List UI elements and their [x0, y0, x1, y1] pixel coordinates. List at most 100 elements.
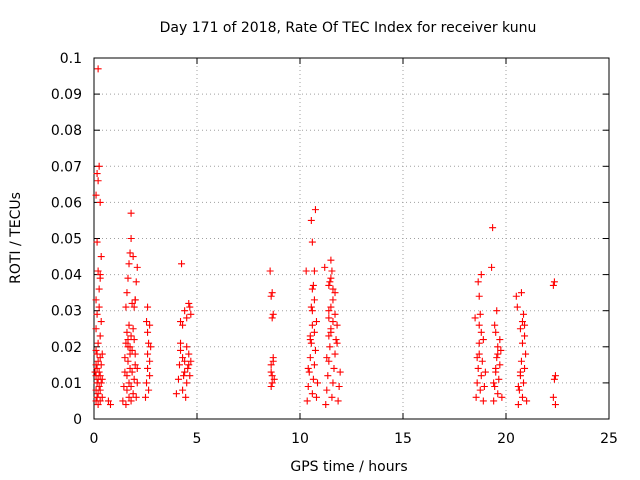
data-point — [493, 307, 501, 315]
data-point — [497, 346, 505, 354]
data-point — [96, 397, 104, 405]
data-point — [477, 372, 485, 380]
data-point — [92, 325, 100, 333]
x-tick-label: 25 — [600, 431, 618, 447]
data-point — [179, 321, 187, 329]
data-point — [481, 368, 489, 376]
data-point — [474, 364, 482, 372]
data-point — [96, 198, 104, 206]
data-point — [123, 372, 131, 380]
data-point — [94, 357, 102, 365]
data-point — [179, 354, 187, 362]
data-point — [305, 368, 313, 376]
data-point — [329, 318, 337, 326]
data-point — [551, 372, 559, 380]
data-point — [333, 339, 341, 347]
data-point — [471, 314, 479, 322]
data-point — [126, 249, 134, 257]
data-point — [494, 390, 502, 398]
data-point — [94, 177, 102, 185]
data-point — [182, 393, 190, 401]
data-point — [311, 346, 319, 354]
data-point — [331, 289, 339, 297]
data-point — [321, 263, 329, 271]
data-point — [147, 343, 155, 351]
data-point — [185, 299, 193, 307]
data-point — [123, 386, 131, 394]
data-point — [97, 253, 105, 261]
data-point — [270, 375, 278, 383]
data-point — [121, 368, 129, 376]
data-point — [175, 361, 183, 369]
data-point — [329, 379, 337, 387]
data-point — [327, 256, 335, 264]
data-point — [266, 267, 274, 275]
data-point — [129, 325, 137, 333]
data-point — [473, 354, 481, 362]
data-point — [325, 307, 333, 315]
data-point — [104, 397, 112, 405]
data-point — [516, 368, 524, 376]
data-point — [267, 361, 275, 369]
data-point — [144, 303, 152, 311]
data-point — [184, 364, 192, 372]
y-tick-label: 0.09 — [51, 87, 82, 103]
data-point — [143, 379, 151, 387]
data-point — [268, 289, 276, 297]
data-point — [133, 364, 141, 372]
data-point — [549, 393, 557, 401]
y-tick-label: 0.05 — [51, 232, 82, 248]
y-tick-label: 0 — [73, 412, 82, 428]
y-tick-label: 0.08 — [51, 123, 82, 139]
data-point — [308, 238, 316, 246]
data-point — [128, 346, 136, 354]
data-point — [551, 401, 559, 409]
data-point — [304, 383, 312, 391]
data-point — [172, 390, 180, 398]
data-point — [96, 271, 104, 279]
data-point — [323, 386, 331, 394]
data-point — [126, 364, 134, 372]
data-point — [330, 364, 338, 372]
data-point — [517, 357, 525, 365]
data-point — [92, 191, 100, 199]
data-point — [521, 332, 529, 340]
data-point — [92, 346, 100, 354]
data-point — [322, 401, 330, 409]
data-point — [124, 274, 132, 282]
data-point — [123, 328, 131, 336]
data-point — [96, 332, 104, 340]
data-point — [96, 372, 104, 380]
data-point — [308, 307, 316, 315]
data-point — [268, 314, 276, 322]
data-point — [479, 336, 487, 344]
data-point — [125, 260, 133, 268]
data-point — [268, 379, 276, 387]
data-point — [491, 321, 499, 329]
data-point — [306, 336, 314, 344]
y-tick-label: 0.07 — [51, 159, 82, 175]
data-point — [329, 285, 337, 293]
data-point — [179, 386, 187, 394]
data-point — [93, 170, 101, 178]
data-point — [307, 216, 315, 224]
data-point — [183, 379, 191, 387]
data-point — [496, 336, 504, 344]
data-point — [183, 343, 191, 351]
data-point — [333, 321, 341, 329]
data-point — [489, 224, 497, 232]
data-point — [495, 375, 503, 383]
data-point — [476, 386, 484, 394]
data-point — [133, 379, 141, 387]
data-point — [130, 303, 138, 311]
data-point — [490, 379, 498, 387]
data-point — [177, 318, 185, 326]
data-point — [308, 390, 316, 398]
data-point — [304, 364, 312, 372]
data-point — [310, 267, 318, 275]
data-point — [308, 321, 316, 329]
data-point — [329, 296, 337, 304]
data-point — [310, 361, 318, 369]
data-point — [125, 379, 133, 387]
data-point — [477, 271, 485, 279]
